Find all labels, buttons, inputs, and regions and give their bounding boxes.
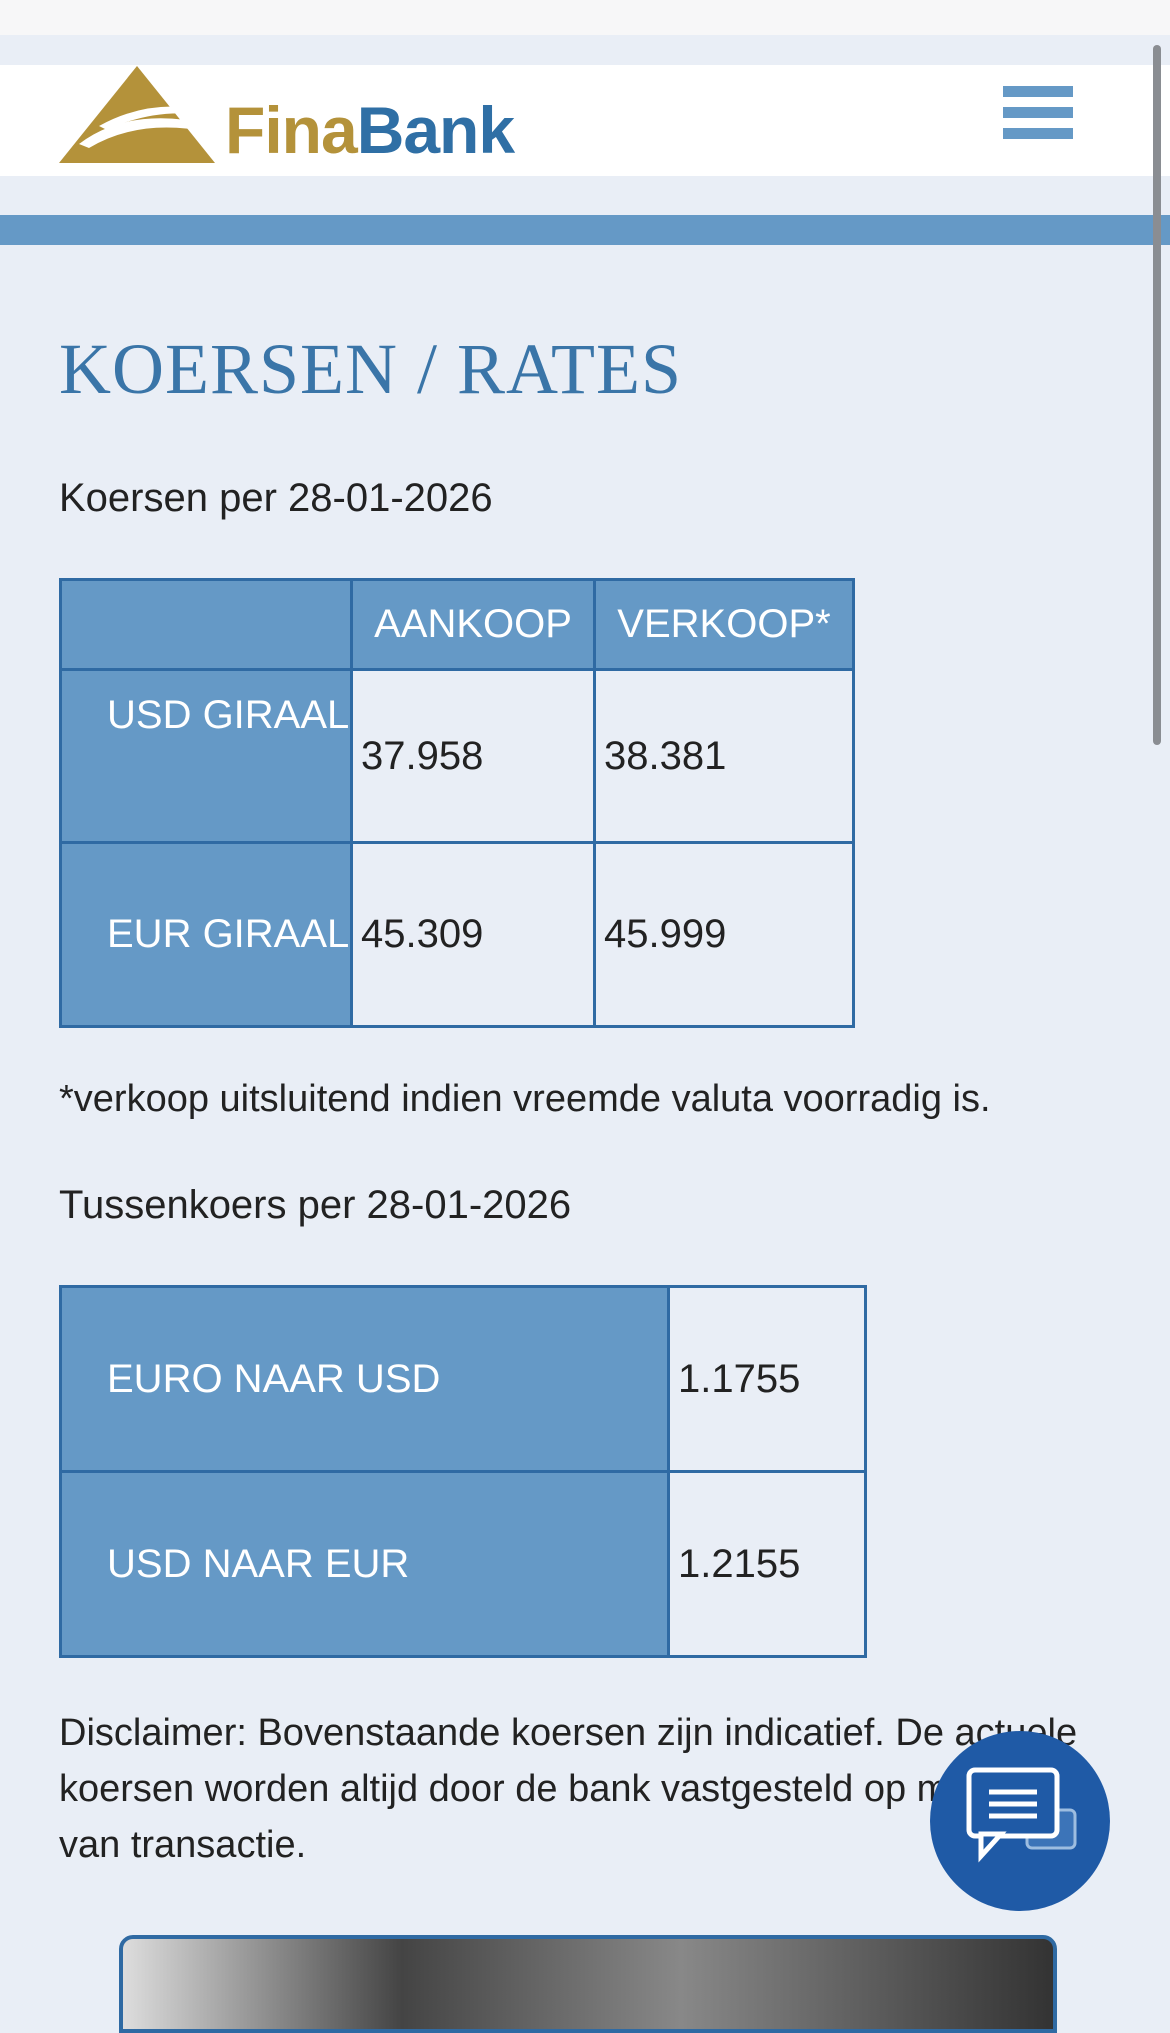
status-bar bbox=[0, 0, 1170, 35]
row-label: EURO NAAR USD bbox=[59, 1285, 670, 1473]
rates-table: AANKOOP VERKOOP* USD GIRAAL 37.958 38.38… bbox=[59, 578, 855, 1028]
cell: 1.1755 bbox=[667, 1285, 867, 1473]
cell: 45.309 bbox=[350, 841, 596, 1028]
logo-part: Bank bbox=[356, 93, 515, 167]
logo-part: Fina bbox=[225, 93, 358, 167]
disclaimer: Disclaimer: Bovenstaande koersen zijn in… bbox=[59, 1712, 1078, 1866]
menu-button[interactable] bbox=[1003, 84, 1075, 144]
footnote: *verkoop uitsluitend indien vreemde valu… bbox=[59, 1078, 991, 1120]
page-title: KOERSEN / RATES bbox=[59, 329, 683, 409]
cell: 45.999 bbox=[593, 841, 855, 1028]
chat-button[interactable] bbox=[929, 1730, 1111, 1912]
image bbox=[119, 1935, 1057, 2033]
row-label: USD GIRAAL bbox=[59, 668, 353, 844]
header-cell bbox=[59, 578, 353, 671]
section-heading: Koersen per 28-01-2026 bbox=[59, 476, 493, 520]
logo-text[interactable]: FinaBank bbox=[225, 92, 515, 168]
row-label: EUR GIRAAL bbox=[59, 841, 353, 1028]
header-stripe bbox=[0, 215, 1170, 245]
scrollbar[interactable] bbox=[1153, 45, 1161, 745]
cell: 1.2155 bbox=[667, 1470, 867, 1658]
logo-icon[interactable] bbox=[59, 66, 215, 166]
cell: 38.381 bbox=[593, 668, 855, 844]
cross-table: EURO NAAR USD 1.1755 USD NAAR EUR 1.2155 bbox=[59, 1285, 867, 1658]
header-cell: VERKOOP* bbox=[593, 578, 855, 671]
cell: 37.958 bbox=[350, 668, 596, 844]
section-heading: Tussenkoers per 28-01-2026 bbox=[59, 1183, 572, 1227]
row-label: USD NAAR EUR bbox=[59, 1470, 670, 1658]
header-cell: AANKOOP bbox=[350, 578, 596, 671]
